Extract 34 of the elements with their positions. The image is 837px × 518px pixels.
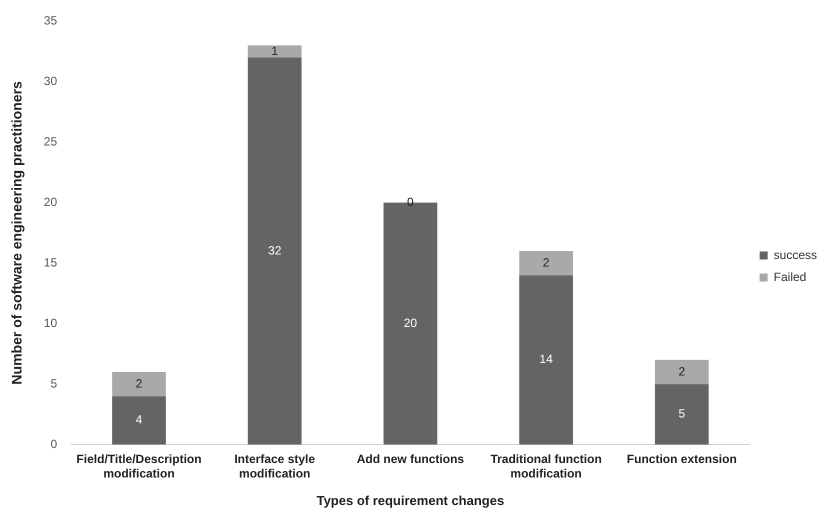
bar	[519, 275, 573, 445]
y-tick-label: 35	[44, 14, 58, 28]
bar	[654, 384, 709, 445]
y-tick-label: 30	[44, 74, 58, 88]
x-tick-label: Field/Title/Description modification	[76, 452, 202, 481]
bar	[112, 396, 166, 445]
data-label: 20	[404, 316, 418, 330]
data-label: 2	[678, 364, 686, 378]
x-axis-title: Types of requirement changes	[316, 492, 504, 508]
y-tick-label: 0	[50, 436, 58, 451]
data-label: 2	[136, 376, 143, 390]
y-tick-label: 20	[44, 194, 58, 209]
data-label: 4	[136, 412, 143, 427]
y-tick-label: 25	[44, 134, 58, 148]
bar	[248, 57, 302, 445]
x-tick-label: Function extension	[626, 452, 737, 466]
x-tick-label: Interface style modification	[234, 452, 316, 481]
y-tick-label: 15	[44, 255, 58, 270]
bar	[248, 45, 302, 58]
y-tick-label: 10	[44, 316, 58, 330]
x-tick-label: Add new functions	[356, 452, 464, 466]
y-axis-title: Number of software engineering practitioners	[8, 80, 24, 385]
data-label: 1	[271, 44, 278, 58]
data-label: 2	[542, 255, 550, 270]
bar	[654, 360, 709, 384]
data-label: 32	[268, 243, 282, 258]
legend-label: Failed	[774, 270, 806, 284]
y-tick-label: 5	[50, 376, 58, 390]
data-label: 5	[678, 406, 686, 421]
x-tick-label: Traditional function modification	[490, 452, 602, 481]
data-label: 14	[539, 352, 554, 366]
bar	[519, 251, 573, 276]
legend-label: success	[774, 248, 818, 262]
bar	[112, 372, 166, 396]
